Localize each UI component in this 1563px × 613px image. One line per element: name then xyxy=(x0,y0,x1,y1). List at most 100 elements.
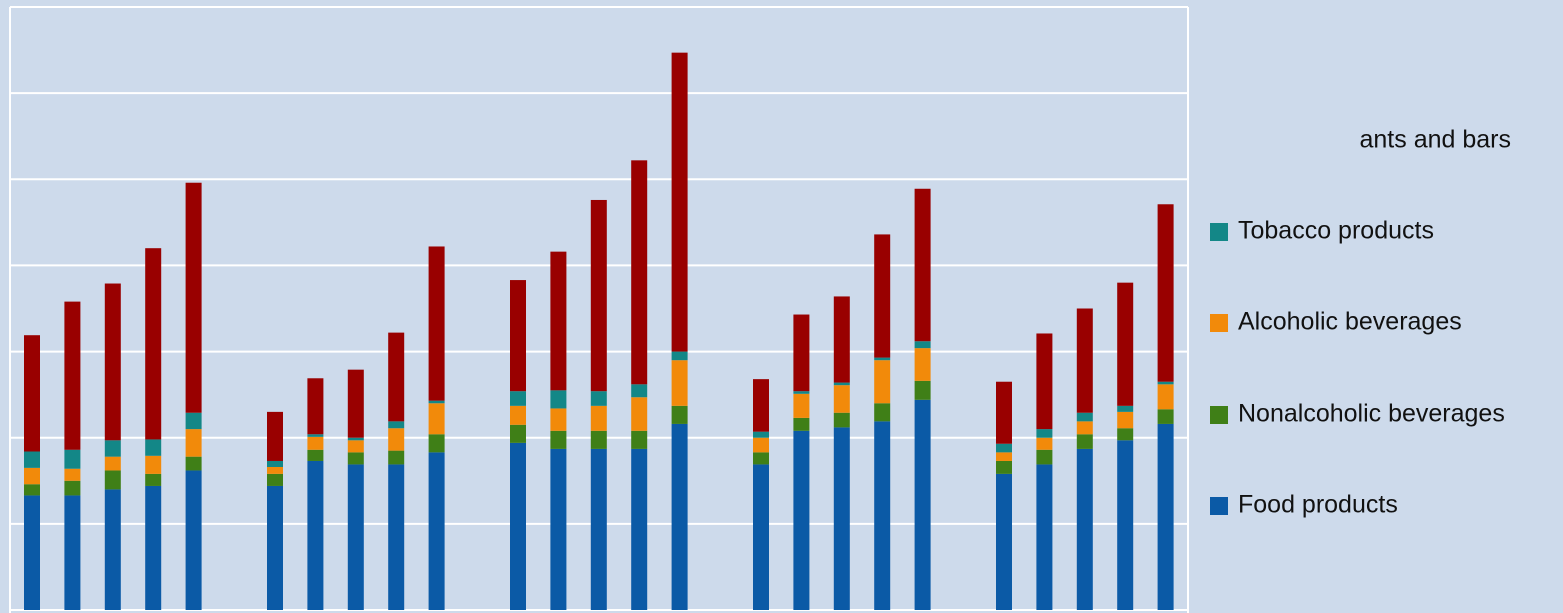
bar-segment xyxy=(428,452,445,610)
bar-segment xyxy=(793,391,810,394)
bar-segment xyxy=(428,246,445,401)
bar-segment xyxy=(833,427,850,610)
bar-segment xyxy=(145,248,162,440)
bar-segment xyxy=(1157,204,1174,382)
bar-segment xyxy=(550,448,567,610)
bar-segment xyxy=(753,452,769,465)
bar-segment xyxy=(1036,449,1053,465)
bar-segment xyxy=(307,378,324,435)
bar-segment xyxy=(428,434,445,453)
bar-segment xyxy=(590,430,607,449)
bar-segment xyxy=(914,188,931,342)
bar-segment xyxy=(347,452,364,465)
bar-segment xyxy=(833,385,850,413)
bar-segment xyxy=(753,464,769,610)
bar-segment xyxy=(347,369,364,438)
bar-segment xyxy=(874,360,891,404)
bar-segment xyxy=(996,381,1012,444)
bar-segment xyxy=(267,485,283,610)
bar-segment xyxy=(590,405,607,431)
bar-segment xyxy=(388,450,405,465)
bar-segment xyxy=(388,421,405,429)
bar-segment xyxy=(753,437,769,453)
bar-segment xyxy=(996,460,1012,474)
bar-segment xyxy=(307,434,324,437)
bar-segment xyxy=(996,443,1012,453)
bar-segment xyxy=(104,489,121,610)
bar-segment xyxy=(24,495,40,610)
legend-swatch xyxy=(1210,497,1228,515)
bar-segment xyxy=(104,456,121,471)
bar-segment xyxy=(874,403,891,422)
bar-segment xyxy=(64,495,81,610)
bar-segment xyxy=(671,52,688,352)
bar-segment xyxy=(185,182,202,413)
bar-segment xyxy=(510,442,526,610)
bar-segment xyxy=(510,391,526,406)
bar-segment xyxy=(145,473,162,486)
legend-label: Tobacco products xyxy=(1238,217,1434,245)
bar-segment xyxy=(590,391,607,406)
bar-segment xyxy=(510,280,526,392)
bar-segment xyxy=(104,283,121,441)
bar-segment xyxy=(753,379,769,432)
bar-segment xyxy=(428,400,445,404)
bar-segment xyxy=(267,460,283,468)
bar-segment xyxy=(1076,412,1093,422)
bar-segment xyxy=(631,448,648,610)
bar-segment xyxy=(1157,409,1174,424)
bar-segment xyxy=(914,380,931,400)
bar-segment xyxy=(874,234,891,358)
bar-segment xyxy=(631,397,648,431)
bar-segment xyxy=(914,348,931,381)
bar-segment xyxy=(874,357,891,361)
bar-segment xyxy=(1117,428,1134,441)
bar-segment xyxy=(1036,429,1053,438)
bar-segment xyxy=(550,408,567,431)
bar-segment xyxy=(833,382,850,386)
bar-segment xyxy=(1036,464,1053,610)
bar-segment xyxy=(793,430,810,610)
bar-segment xyxy=(24,467,40,485)
bar-segment xyxy=(1157,381,1174,385)
bar-segment xyxy=(267,473,283,486)
bar-segment xyxy=(914,341,931,349)
bar-segment xyxy=(1117,411,1134,429)
bar-segment xyxy=(24,335,40,452)
bar-segment xyxy=(996,473,1012,610)
bar-segment xyxy=(753,431,769,438)
bar-segment xyxy=(914,399,931,610)
bar-segment xyxy=(104,440,121,457)
bar-segment xyxy=(1157,384,1174,410)
legend-label: Alcoholic beverages xyxy=(1238,308,1462,336)
bar-segment xyxy=(347,437,364,441)
bar-segment xyxy=(550,251,567,391)
legend-swatch xyxy=(1210,223,1228,241)
bar-segment xyxy=(185,456,202,471)
bar-segment xyxy=(307,460,324,610)
bar-segment xyxy=(64,449,81,469)
bar-segment xyxy=(104,470,121,490)
bar-segment xyxy=(510,405,526,425)
bar-segment xyxy=(1076,448,1093,610)
bar-segment xyxy=(833,296,850,383)
bar-segment xyxy=(631,160,648,385)
bar-segment xyxy=(671,423,688,610)
bar-segment xyxy=(631,384,648,398)
bar-segment xyxy=(793,314,810,392)
bar-segment xyxy=(671,360,688,406)
bar-segment xyxy=(185,412,202,430)
bar-segment xyxy=(1076,421,1093,435)
bar-segment xyxy=(388,332,405,422)
bar-segment xyxy=(1117,440,1134,610)
bar-segment xyxy=(307,449,324,461)
bar-segment xyxy=(996,452,1012,461)
bar-segment xyxy=(1076,434,1093,449)
bar-segment xyxy=(145,485,162,610)
bar-segment xyxy=(64,468,81,481)
bar-segment xyxy=(145,455,162,474)
legend-label: Nonalcoholic beverages xyxy=(1238,400,1505,428)
bar-segment xyxy=(793,393,810,418)
